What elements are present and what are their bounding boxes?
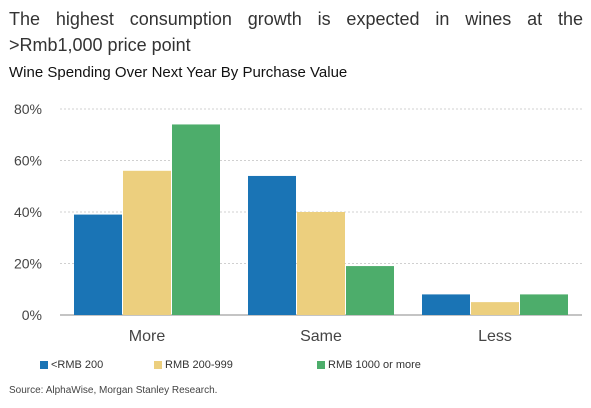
legend-item-rmb-1000: RMB 1000 or more <box>317 359 421 371</box>
chart-title: Wine Spending Over Next Year By Purchase… <box>9 64 348 81</box>
y-tick-label: 40% <box>14 204 42 220</box>
x-tick-label: Less <box>478 328 512 345</box>
x-tick-label: Same <box>300 328 342 345</box>
legend-swatch-rmb-1000 <box>317 361 325 369</box>
legend-label-rmb-200-999: RMB 200-999 <box>165 359 233 371</box>
bar <box>520 294 568 315</box>
bar <box>471 302 519 315</box>
bar <box>297 212 345 315</box>
y-tick-label: 20% <box>14 256 42 272</box>
legend-item-rmb-200-999: RMB 200-999 <box>154 359 317 371</box>
legend: <RMB 200 RMB 200-999 RMB 1000 or more <box>40 359 421 371</box>
y-tick-label: 0% <box>22 307 42 323</box>
x-tick-label: More <box>129 328 166 345</box>
legend-label-rmb-1000: RMB 1000 or more <box>328 359 421 371</box>
legend-swatch-rmb-200 <box>40 361 48 369</box>
bar <box>346 266 394 315</box>
legend-item-rmb-200: <RMB 200 <box>40 359 154 371</box>
bar <box>74 214 122 315</box>
y-tick-label: 80% <box>14 101 42 117</box>
source-note: Source: AlphaWise, Morgan Stanley Resear… <box>9 385 218 396</box>
bar <box>172 124 220 315</box>
y-tick-label: 60% <box>14 153 42 169</box>
bar <box>422 294 470 315</box>
bar <box>248 175 296 315</box>
legend-swatch-rmb-200-999 <box>154 361 162 369</box>
legend-label-rmb-200: <RMB 200 <box>51 359 104 371</box>
headline: The highest consumption growth is expect… <box>9 9 583 55</box>
bar <box>123 170 171 315</box>
